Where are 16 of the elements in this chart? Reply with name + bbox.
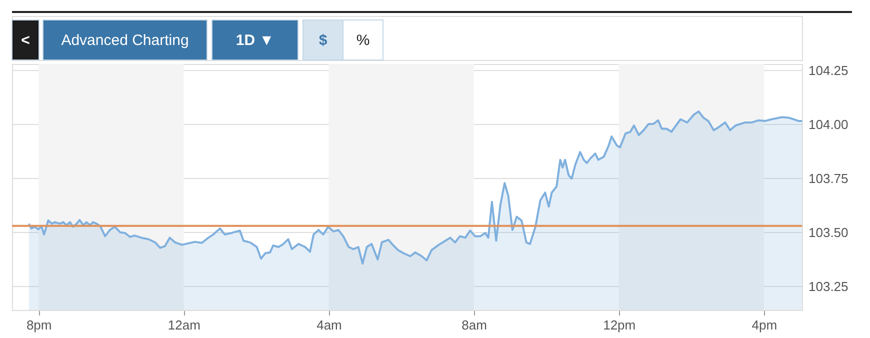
x-tick-label: 8am — [462, 318, 487, 332]
y-tick-label: 103.25 — [808, 278, 848, 294]
y-tick-label: 103.50 — [808, 224, 848, 240]
x-tick-label: 12am — [168, 318, 200, 332]
text: 1D ▼ — [236, 32, 274, 49]
y-tick-label: 104.00 — [808, 116, 848, 132]
x-tick-label: 4am — [316, 318, 342, 332]
x-tick-label: 4pm — [752, 318, 778, 332]
y-tick-label: 103.75 — [808, 170, 848, 186]
text: % — [356, 32, 370, 49]
text: < — [21, 32, 30, 49]
x-tick-label: 12pm — [603, 318, 636, 332]
y-tick-label: 104.25 — [808, 62, 848, 78]
text: $ — [318, 32, 328, 49]
text: Advanced Charting — [61, 32, 189, 49]
x-tick-label: 8pm — [26, 318, 52, 332]
